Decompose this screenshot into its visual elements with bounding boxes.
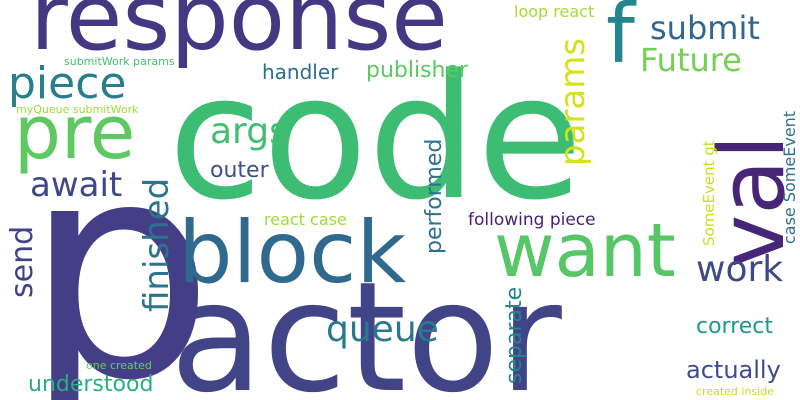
word-performed: performed — [422, 138, 447, 254]
word-args: args — [210, 111, 288, 152]
word-created-inside: created inside — [696, 385, 774, 398]
word-code: code — [168, 37, 583, 238]
word-react-case: react case — [264, 210, 347, 229]
word-params: params — [553, 37, 593, 166]
word-submitwork-params: submitWork params — [64, 55, 175, 68]
word-block: block — [178, 203, 407, 303]
word-f: f — [606, 0, 635, 82]
word-want: want — [494, 208, 676, 294]
word-response: response — [30, 0, 448, 71]
word-loop-react: loop react — [514, 2, 595, 21]
word-future: Future — [640, 41, 742, 79]
word-work: work — [696, 249, 784, 290]
word-p: p — [24, 97, 215, 400]
word-following-piece: following piece — [468, 210, 596, 230]
word-piece: piece — [8, 58, 127, 109]
word-correct: correct — [696, 314, 774, 339]
word-separate: separate — [502, 286, 527, 384]
word-send: send — [5, 225, 40, 298]
word-queue: queue — [326, 309, 439, 350]
word-actually: actually — [686, 356, 781, 384]
word-finished: finished — [137, 177, 177, 312]
word-outer: outer — [210, 158, 269, 183]
word-await: await — [30, 165, 123, 205]
word-handler: handler — [262, 60, 339, 84]
word-case-someevent: case SomeEvent — [780, 110, 799, 244]
word-publisher: publisher — [366, 58, 469, 83]
word-pre: pre — [14, 90, 136, 176]
word-actor: actor — [170, 249, 562, 400]
word-myqueue-submitwork: myQueue submitWork — [16, 103, 139, 116]
word-one-created: one created — [86, 359, 152, 372]
word-submit: submit — [650, 9, 760, 47]
word-understood: understood — [28, 372, 154, 397]
word-someevent-gt: SomeEvent gt — [700, 140, 718, 246]
